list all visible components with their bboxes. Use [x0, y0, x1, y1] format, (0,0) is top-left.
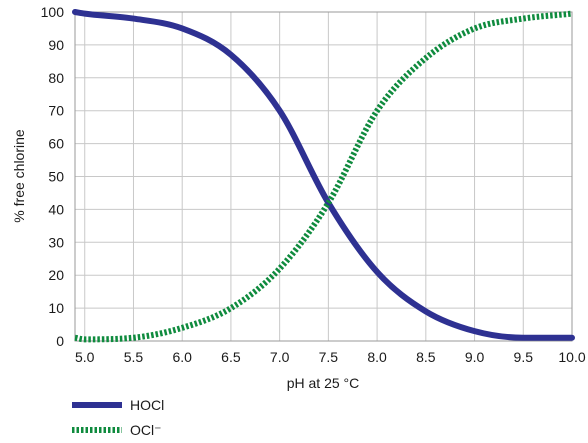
x-tick-label: 10.0 [558, 349, 585, 365]
legend: HOCl OCl⁻ [72, 397, 164, 438]
y-tick-label: 100 [41, 4, 65, 20]
y-tick-label: 20 [48, 267, 64, 283]
x-tick-label: 5.0 [75, 349, 95, 365]
y-tick-label: 70 [48, 103, 64, 119]
legend-label-hocl: HOCl [130, 397, 164, 413]
plot-frame [74, 11, 573, 342]
y-tick-label: 50 [48, 169, 64, 185]
y-tick-label: 60 [48, 136, 64, 152]
x-tick-label: 6.0 [172, 349, 192, 365]
x-tick-label: 8.0 [367, 349, 387, 365]
y-tick-label: 90 [48, 37, 64, 53]
hocl-series-line [72, 9, 575, 341]
x-tick-label: 9.0 [465, 349, 485, 365]
x-tick-label: 9.5 [514, 349, 534, 365]
y-tick-label: 30 [48, 234, 64, 250]
x-tick-label: 8.5 [416, 349, 436, 365]
series-layer [72, 9, 575, 343]
y-tick-label: 10 [48, 300, 64, 316]
x-tick-label: 7.0 [270, 349, 290, 365]
ocl-series-line [74, 10, 573, 343]
x-tick-label: 5.5 [124, 349, 144, 365]
y-tick-label: 80 [48, 70, 64, 86]
y-axis-label: % free chlorine [11, 129, 27, 223]
y-tick-label: 0 [56, 333, 64, 349]
x-tick-label: 6.5 [221, 349, 241, 365]
x-tick-label: 7.5 [319, 349, 339, 365]
legend-label-ocl: OCl⁻ [130, 422, 162, 438]
x-axis-label: pH at 25 °C [287, 375, 360, 391]
y-tick-label: 40 [48, 201, 64, 217]
chart-grid [75, 11, 573, 342]
x-axis-ticks: 5.0 5.5 6.0 6.5 7.0 7.5 8.0 8.5 9.0 9.5 10.0 [75, 349, 586, 365]
y-axis-ticks: 0 10 20 30 40 50 60 70 80 90 100 [41, 4, 65, 349]
